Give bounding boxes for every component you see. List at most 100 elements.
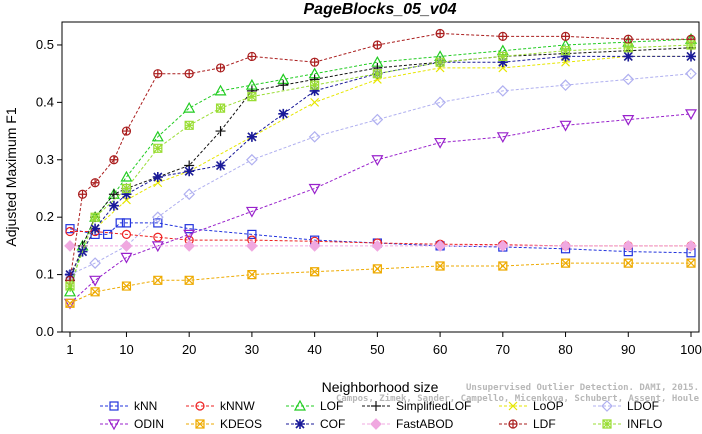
data-point-fastabod [64,240,76,252]
data-point-ldof [434,96,446,109]
data-point-fastabod [496,240,509,252]
data-point-inflo [686,40,696,50]
data-point-kdeos [686,258,696,268]
data-point-inflo [121,183,132,194]
data-point-odin [496,132,509,144]
data-point-ldof [308,130,321,143]
data-point-fastabod [559,240,572,252]
legend-marker-ldf [508,419,518,429]
x-tick-label: 10 [119,342,133,357]
legend-label-knn: kNN [134,399,157,413]
data-point-ldf [247,51,257,62]
data-point-ldof [371,113,384,126]
data-point-ldof [496,85,509,97]
data-point-knnw [65,226,75,237]
data-point-inflo [184,120,194,130]
chart-title: PageBlocks_05_v04 [304,1,457,18]
legend-item-fastabod: FastABOD [362,417,454,431]
data-point-ldof [151,211,164,224]
legend-label-ldof: LDOF [627,399,659,413]
data-point-knnw [153,232,163,242]
data-point-lof [63,285,77,297]
series-line-ldf [69,32,691,281]
x-tick-label: 50 [370,342,384,357]
data-point-kdeos [153,275,163,285]
data-point-fastabod [120,240,133,252]
legend-item-ldf: LDF [499,417,556,431]
data-point-fastabod [308,240,321,252]
legend-item-knnw: kNNW [186,399,255,413]
data-point-knn [247,229,257,240]
data-point-cof [90,223,101,234]
data-point-ldf [109,155,119,165]
data-point-odin [434,137,447,149]
series-line-lof [69,38,692,292]
x-tick-label: 80 [558,342,572,357]
data-point-kdeos [560,258,571,268]
data-point-inflo [153,143,163,153]
legend-label-inflo: INFLO [627,417,662,431]
data-point-inflo [310,80,320,90]
data-point-ldof [559,79,572,91]
legend: kNN kNNW LOF SimplifiedLOF LoOP LDOF ODIN KDEOS… [100,399,662,431]
legend-label-lof: LOF [320,399,343,413]
data-point-kdeos [184,275,194,285]
data-point-kdeos [310,267,320,277]
data-point-ldof [622,73,635,86]
data-point-inflo [215,103,226,113]
data-point-kdeos [623,258,633,268]
data-point-cof [278,108,289,119]
data-point-knn [184,224,194,234]
x-axis-title: Neighborhood size [322,379,439,395]
data-point-knn [153,218,163,228]
data-point-ldf [153,69,163,79]
series-ldf [65,28,696,285]
legend-marker-knn [109,401,119,411]
legend-marker-knnw [195,401,205,411]
data-point-odin [371,155,384,167]
data-point-kdeos [65,298,75,308]
x-axis: 1 10 20 30 40 50 60 70 80 90 100 [66,332,702,357]
watermark-line-1: Unsupervised Outlier Detection. DAMI, 20… [466,382,699,393]
legend-marker-odin [107,419,121,431]
data-point-cof [246,131,257,142]
legend-label-odin: ODIN [134,417,164,431]
legend-marker-inflo [602,419,612,429]
legend-label-simplifiedlof: SimplifiedLOF [396,399,471,413]
data-point-fastabod [371,240,384,252]
data-point-odin [684,109,698,121]
data-point-cof [309,85,320,96]
data-point-knnw [121,229,132,240]
data-point-ldf [121,126,132,136]
data-point-knn [65,224,75,234]
legend-marker-lof [293,399,307,411]
legend-label-cof: COF [320,417,345,431]
data-point-ldf [498,31,508,41]
legend-item-lof: LOF [286,399,343,413]
data-point-simplifiedlof [108,189,119,200]
data-point-kdeos [247,269,257,280]
data-point-ldf [560,31,571,41]
data-point-inflo [372,69,382,79]
x-tick-label: 40 [307,342,321,357]
series-line-kdeos [69,262,691,304]
legend-item-knn: kNN [100,399,157,413]
data-point-fastabod [685,240,697,252]
data-point-inflo [65,281,75,291]
watermark-line-2: Campos, Zimek, Sander, Campello, Micenko… [336,393,700,404]
data-point-kdeos [90,287,100,297]
series-fastabod [64,240,697,252]
data-point-kdeos [372,264,382,274]
data-point-cof [152,172,163,182]
legend-item-cof: COF [286,417,345,431]
data-point-simplifiedlof [215,126,226,137]
data-point-cof [686,51,696,62]
data-point-cof [121,189,132,200]
data-point-fastabod [622,240,635,252]
data-point-odin [183,229,196,241]
data-point-fastabod [246,240,258,252]
legend-item-odin: ODIN [100,417,164,431]
data-point-inflo [435,57,445,67]
data-point-cof [623,51,634,62]
y-axis-title: Adjusted Maximum F1 [3,107,19,246]
